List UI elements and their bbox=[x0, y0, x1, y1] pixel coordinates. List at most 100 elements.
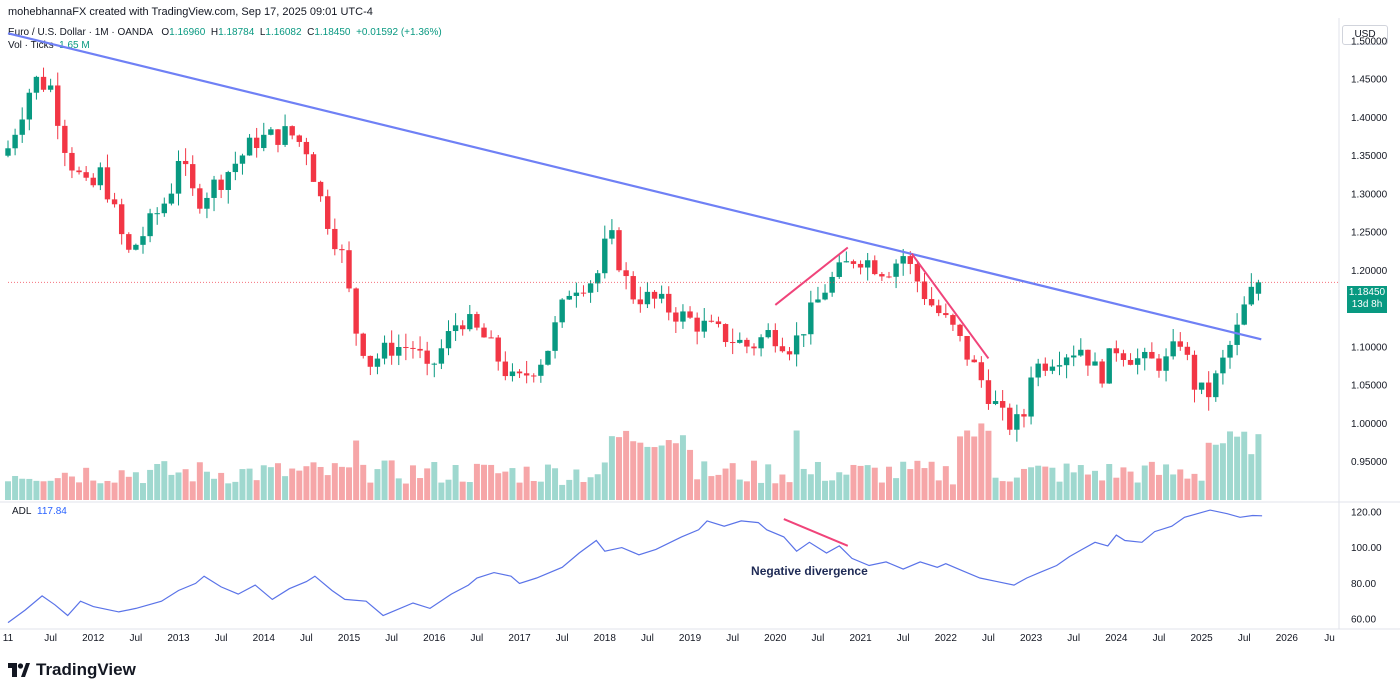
volume-bar bbox=[1134, 482, 1141, 500]
candle-body bbox=[353, 288, 359, 334]
candle-body bbox=[474, 314, 480, 328]
volume-bar bbox=[942, 466, 949, 500]
candle-body bbox=[161, 203, 168, 214]
volume-bar bbox=[878, 482, 885, 500]
volume-legend[interactable]: Vol · Ticks 1.65 M bbox=[8, 40, 90, 51]
tradingview-logo[interactable]: TradingView bbox=[8, 660, 136, 680]
candle-body bbox=[62, 125, 68, 153]
time-axis-tick-label: 2013 bbox=[167, 633, 190, 644]
volume-bar bbox=[445, 479, 452, 500]
candle-body bbox=[211, 179, 217, 198]
candle-body bbox=[388, 342, 395, 356]
candle-body bbox=[1028, 377, 1034, 417]
candle-body bbox=[55, 85, 61, 126]
candle-body bbox=[538, 364, 544, 376]
volume-bar bbox=[466, 482, 473, 500]
candle-body bbox=[545, 350, 551, 365]
volume-bar bbox=[829, 480, 836, 500]
candle-body bbox=[182, 160, 189, 165]
volume-bar bbox=[523, 466, 530, 500]
time-axis-tick-label: 2019 bbox=[679, 633, 702, 644]
volume-bar bbox=[33, 480, 40, 500]
candle-body bbox=[90, 177, 96, 186]
candle-body bbox=[339, 249, 345, 251]
candle-body bbox=[694, 317, 700, 332]
volume-bar bbox=[168, 474, 175, 500]
volume-bar bbox=[76, 482, 83, 500]
volume-bar bbox=[687, 449, 694, 500]
volume-bar bbox=[701, 461, 708, 500]
candle-body bbox=[140, 236, 146, 245]
candle-body bbox=[900, 256, 906, 264]
volume-bar bbox=[154, 463, 161, 500]
candle-body bbox=[680, 311, 686, 322]
volume-bar bbox=[473, 463, 480, 500]
candle-body bbox=[1113, 348, 1120, 354]
volume-bar bbox=[1084, 474, 1091, 500]
volume-bar bbox=[900, 461, 907, 500]
candle-body bbox=[126, 234, 132, 250]
candle-body bbox=[580, 292, 587, 294]
volume-bar bbox=[587, 477, 594, 500]
volume-bar bbox=[331, 463, 338, 500]
candle-body bbox=[1035, 363, 1041, 378]
candle-body bbox=[381, 342, 388, 359]
candle-body bbox=[1042, 363, 1048, 371]
volume-bar bbox=[793, 430, 800, 500]
price-axis-tick-label: 1.35000 bbox=[1351, 151, 1388, 162]
volume-bar bbox=[885, 466, 892, 500]
candle-body bbox=[815, 299, 821, 303]
time-axis-tick-label: 2015 bbox=[338, 633, 361, 644]
candle-body bbox=[253, 137, 260, 149]
time-axis-tick-label: 2024 bbox=[1105, 633, 1128, 644]
volume-bar bbox=[452, 465, 459, 500]
candle-body bbox=[452, 325, 459, 332]
divergence-label: Negative divergence bbox=[751, 564, 868, 578]
volume-bar bbox=[573, 469, 580, 500]
brand-name: TradingView bbox=[36, 660, 136, 679]
volume-bar bbox=[147, 469, 154, 500]
volume-bar bbox=[125, 476, 132, 500]
time-axis-tick-label: Jul bbox=[215, 633, 228, 644]
candle-body bbox=[19, 119, 25, 135]
volume-bar bbox=[353, 440, 360, 500]
volume-bar bbox=[324, 475, 331, 500]
candle-body bbox=[246, 137, 253, 156]
price-axis-tick-label: 1.25000 bbox=[1351, 228, 1388, 239]
candle-body bbox=[396, 347, 402, 356]
candle-body bbox=[481, 327, 487, 338]
volume-bar bbox=[253, 480, 260, 500]
candle-body bbox=[1071, 355, 1077, 358]
candle-body bbox=[936, 305, 942, 314]
last-price-tag: 1.18450 13d 8h bbox=[1347, 286, 1387, 313]
volume-bar bbox=[203, 471, 210, 500]
candle-body bbox=[346, 250, 352, 289]
candle-body bbox=[523, 373, 530, 376]
volume-bar bbox=[417, 478, 424, 500]
candle-body bbox=[261, 134, 267, 149]
volume-bar bbox=[1042, 466, 1049, 500]
volume-bar bbox=[751, 460, 757, 500]
volume-bar bbox=[985, 430, 992, 500]
volume-bar bbox=[26, 478, 33, 500]
volume-bar bbox=[537, 481, 544, 500]
candle-body bbox=[467, 314, 473, 330]
volume-bar bbox=[424, 468, 431, 500]
volume-bar bbox=[260, 465, 267, 500]
candle-body bbox=[133, 244, 139, 250]
candle-body bbox=[1184, 346, 1191, 355]
candle-body bbox=[616, 230, 622, 271]
candle-body bbox=[1248, 286, 1255, 305]
volume-bar bbox=[1205, 442, 1212, 500]
adl-axis-tick-label: 100.00 bbox=[1351, 543, 1382, 554]
volume-bar bbox=[61, 472, 68, 500]
volume-bar bbox=[1056, 481, 1063, 500]
candle-body bbox=[1142, 351, 1148, 359]
time-axis-tick-label: Jul bbox=[641, 633, 654, 644]
candle-body bbox=[40, 76, 47, 90]
symbol-legend[interactable]: Euro / U.S. Dollar · 1M · OANDA O1.16960… bbox=[8, 27, 442, 38]
adl-legend[interactable]: ADL 117.84 bbox=[12, 506, 67, 517]
currency-button[interactable]: USD bbox=[1342, 25, 1388, 45]
volume-bar bbox=[630, 441, 637, 500]
